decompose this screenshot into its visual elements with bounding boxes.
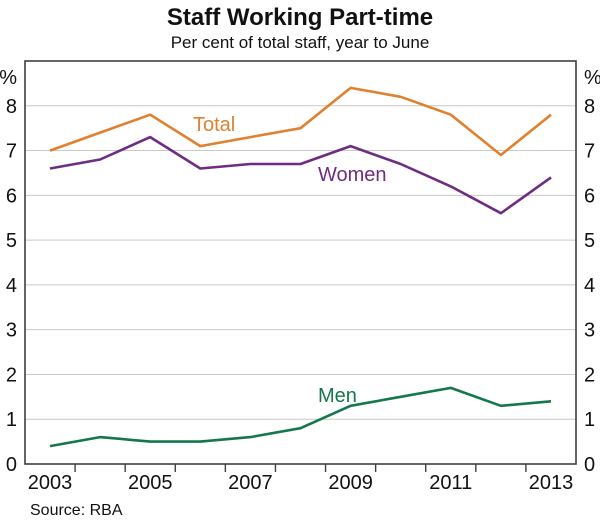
y-tick-label-right-6: 6 [584, 185, 595, 207]
y-tick-label-left-6: 6 [6, 185, 17, 207]
series-line-total [49, 86, 552, 157]
series-label-total: Total [193, 114, 235, 136]
series-label-men: Men [318, 385, 357, 407]
series-line-men [49, 386, 552, 448]
y-tick-label-left-3: 3 [6, 320, 17, 342]
y-tick-label-left-5: 5 [6, 230, 17, 252]
chart-title: Staff Working Part-time [166, 4, 434, 31]
y-tick-label-right-2: 2 [584, 364, 595, 386]
plot-frame [24, 60, 577, 465]
y-tick-label-right-5: 5 [584, 230, 595, 252]
y-tick-label-right-7: 7 [584, 141, 595, 163]
x-tick-label-2003: 2003 [28, 472, 73, 494]
series-line-women [49, 135, 552, 215]
y-tick-label-left-1: 1 [6, 409, 17, 431]
x-tick-label-2009: 2009 [328, 472, 373, 494]
y-axis-unit-left: % [0, 67, 17, 89]
x-tick-label-2013: 2013 [529, 472, 574, 494]
y-tick-label-left-2: 2 [6, 364, 17, 386]
series-label-women: Women [318, 164, 387, 186]
x-tick-label-2007: 2007 [228, 472, 273, 494]
y-tick-label-right-3: 3 [584, 320, 595, 342]
y-tick-label-left-4: 4 [6, 275, 17, 297]
x-tick-label-2005: 2005 [128, 472, 173, 494]
y-tick-label-right-1: 1 [584, 409, 595, 431]
chart-subtitle: Per cent of total staff, year to June [170, 33, 430, 52]
y-axis-unit-right: % [584, 67, 600, 89]
x-tick-label-2011: 2011 [429, 472, 472, 494]
y-tick-label-right-4: 4 [584, 275, 595, 297]
y-tick-label-right-0: 0 [584, 454, 595, 476]
y-tick-label-left-7: 7 [6, 141, 17, 163]
source-note: Source: RBA [30, 502, 123, 519]
y-tick-label-left-0: 0 [6, 454, 17, 476]
y-tick-label-left-8: 8 [6, 96, 17, 118]
y-tick-label-right-8: 8 [584, 96, 595, 118]
